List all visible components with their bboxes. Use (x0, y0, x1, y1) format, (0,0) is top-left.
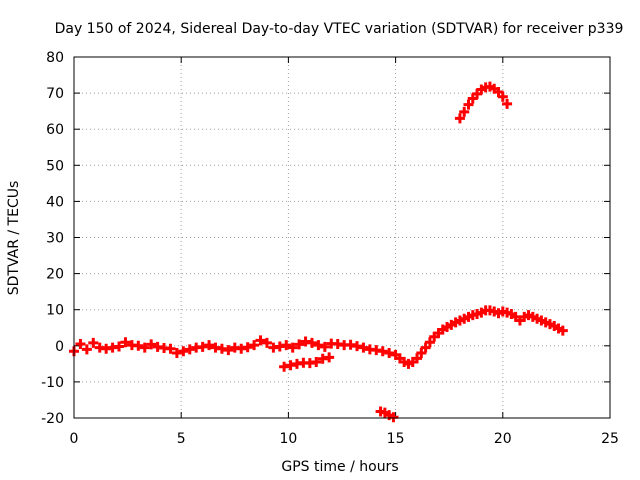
chart-title: Day 150 of 2024, Sidereal Day-to-day VTE… (55, 21, 624, 37)
x-tick-label: 10 (279, 431, 297, 447)
series-low-cluster (375, 406, 399, 423)
data-point (306, 337, 317, 348)
data-point (463, 99, 474, 110)
series-short-segment (279, 352, 335, 372)
data-point (255, 335, 266, 346)
x-tick-label: 0 (70, 431, 79, 447)
data-point (204, 340, 215, 351)
y-axis-label: SDTVAR / TECUs (6, 181, 22, 296)
data-point (424, 337, 435, 348)
data-point (313, 340, 324, 351)
x-tick-label: 15 (387, 431, 405, 447)
data-point (197, 341, 208, 352)
data-point (454, 113, 465, 124)
data-point (377, 346, 388, 357)
y-tick-label: 10 (46, 303, 64, 319)
data-point (88, 337, 99, 348)
y-tick-label: 30 (46, 231, 64, 247)
data-point (319, 341, 330, 352)
data-point (261, 337, 272, 348)
x-tick-label: 25 (601, 431, 619, 447)
data-point (133, 340, 144, 351)
y-tick-label: -20 (41, 411, 64, 427)
data-point (242, 342, 253, 353)
data-point (120, 337, 131, 348)
data-point (412, 353, 423, 364)
data-point (114, 341, 125, 352)
data-point (497, 91, 508, 102)
data-point (139, 342, 150, 353)
series-main (69, 305, 568, 369)
data-point (75, 338, 86, 349)
data-point (358, 342, 369, 353)
data-point (287, 342, 298, 353)
series-arc (454, 81, 513, 124)
data-point (249, 340, 260, 351)
y-tick-label: 50 (46, 158, 64, 174)
x-tick-label: 5 (177, 431, 186, 447)
data-point (420, 342, 431, 353)
data-point (171, 348, 182, 359)
data-point (165, 343, 176, 354)
data-point (146, 339, 157, 350)
data-point (557, 325, 568, 336)
data-point (459, 106, 470, 117)
y-tick-label: 40 (46, 194, 64, 210)
data-point (223, 345, 234, 356)
plot-frame (73, 56, 611, 419)
data-point (384, 348, 395, 359)
data-point (324, 352, 335, 363)
data-point (388, 412, 399, 423)
tick-labels: 0 5 10 15 20 25 -20 -10 0 10 20 30 40 50 60 70 80 (41, 50, 619, 447)
data-point (281, 340, 292, 351)
y-tick-label: -10 (41, 375, 64, 391)
y-tick-label: 60 (46, 122, 64, 138)
data-point (184, 344, 195, 355)
y-tick-label: 70 (46, 86, 64, 102)
data-point (311, 357, 322, 368)
x-axis-label: GPS time / hours (281, 459, 398, 475)
data-point (81, 344, 92, 355)
data-point (502, 98, 513, 109)
y-tick-label: 20 (46, 267, 64, 283)
data-points (69, 81, 568, 423)
data-point (294, 339, 305, 350)
grid-lines (74, 57, 610, 418)
data-point (178, 346, 189, 357)
y-tick-label: 0 (55, 339, 64, 355)
x-tick-label: 20 (494, 431, 512, 447)
data-point (416, 348, 427, 359)
y-tick-label: 80 (46, 50, 64, 66)
